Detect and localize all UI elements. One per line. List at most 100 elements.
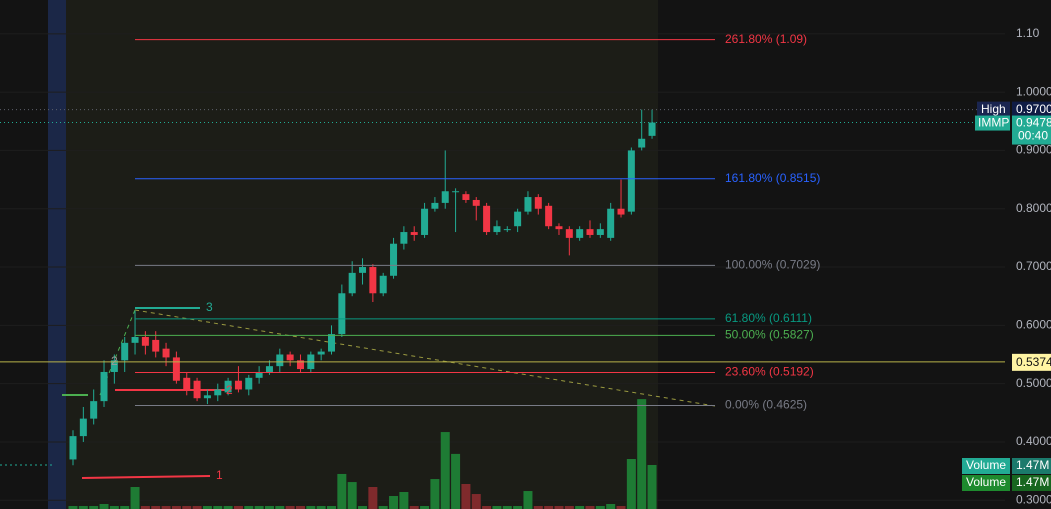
volume-bar (337, 473, 347, 509)
volume-tag-label: Volume (966, 458, 1006, 472)
volume-bar (213, 506, 223, 509)
drawing-label: 1 (216, 468, 223, 482)
y-tick-label: 0.9000 (1016, 143, 1051, 157)
fib-label: 0.00% (0.4625) (725, 398, 807, 412)
candle-body (79, 418, 87, 437)
candle-body (317, 351, 325, 355)
volume-bar (626, 458, 636, 509)
volume-bar (554, 506, 564, 509)
candle-body (431, 202, 439, 209)
fib-label: 61.80% (0.6111) (725, 311, 812, 325)
volume-bar (523, 491, 533, 509)
volume-bar (202, 506, 212, 509)
high-value-tag (1012, 101, 1051, 117)
volume-bar (409, 506, 419, 509)
candle-body (255, 371, 263, 378)
candle-body (421, 208, 429, 235)
volume-bar (120, 506, 130, 509)
level-tag (1012, 353, 1051, 371)
volume-bar (109, 506, 119, 509)
candle-body (265, 366, 273, 372)
volume-bar (482, 506, 492, 509)
candle-body (514, 211, 522, 227)
volume-value: 1.47M (1016, 475, 1049, 489)
volume-bar (389, 496, 399, 509)
volume-bar (430, 479, 440, 509)
high-tag-label: High (981, 102, 1006, 116)
candle-body (193, 380, 201, 399)
candle-body (100, 371, 108, 402)
candle-body (359, 267, 367, 273)
volume-tag (962, 458, 1010, 474)
y-tick-label: 1.0000 (1016, 84, 1051, 98)
volume-bar (451, 453, 461, 509)
volume-bar (244, 506, 254, 509)
candle-body (503, 229, 511, 231)
volume-bar (68, 506, 78, 509)
candle-body (131, 337, 139, 343)
volume-bar (533, 506, 543, 509)
candle-body (296, 360, 304, 370)
y-tick-label: 1.10 (1016, 26, 1040, 40)
volume-bar (192, 506, 202, 509)
candle-body (152, 339, 160, 352)
volume-tag-label: Volume (966, 475, 1006, 489)
candle-body (90, 401, 98, 419)
candle-body (203, 395, 211, 399)
volume-bar (254, 506, 264, 509)
candle-body (607, 208, 615, 238)
volume-value-tag (1012, 475, 1051, 491)
candle-body (648, 122, 656, 136)
price-value: 0.9478 (1016, 116, 1051, 130)
volume-bar (327, 506, 336, 509)
volume-bar (171, 506, 181, 509)
volume-bar (233, 506, 243, 509)
volume-value: 1.47M (1016, 458, 1049, 472)
volume-bar (471, 494, 481, 509)
candle-body (369, 267, 377, 294)
y-tick-label: 0.3000 (1016, 492, 1051, 506)
candle-body (565, 229, 573, 238)
candle-body (441, 191, 449, 203)
volume-bar (78, 506, 88, 509)
volume-bar (378, 506, 388, 509)
volume-bar (347, 482, 357, 509)
volume-bar (89, 506, 99, 509)
volume-bar (358, 506, 368, 509)
symbol-tag-label: IMMP (978, 116, 1009, 130)
candle-body (410, 232, 418, 235)
candle-body (69, 436, 77, 460)
candle-body (483, 205, 491, 233)
volume-bar (544, 506, 554, 509)
candle-body (627, 150, 635, 212)
volume-bar (513, 506, 523, 509)
trend-line (134, 309, 716, 407)
candle-body (276, 354, 284, 367)
drawings (0, 307, 716, 479)
y-tick-label: 0.4000 (1016, 434, 1051, 448)
drawing-label: 2 (111, 354, 118, 368)
y-tick-label: 0.6000 (1016, 318, 1051, 332)
countdown: 00:40 (1018, 129, 1048, 143)
volume-bar (585, 506, 595, 509)
candle-body (596, 229, 604, 235)
candle-body (234, 380, 242, 390)
candle-body (245, 377, 253, 390)
candle-body (617, 208, 625, 215)
candle-body (638, 138, 646, 148)
candle-body (379, 275, 387, 294)
candle-body (462, 194, 470, 200)
level-value: 0.5374 (1016, 355, 1051, 369)
grid: 1.10 1.0000 0.9000 0.8000 0.7000 0.6000 0.5000… (0, 26, 1051, 506)
candle-body (121, 342, 129, 361)
candle-body (524, 197, 532, 212)
candle-body (545, 205, 553, 227)
volume-bar (492, 506, 502, 509)
price-tag (1012, 115, 1051, 145)
candle-body (452, 191, 460, 193)
volume-bar (420, 506, 430, 509)
candle-body (214, 389, 222, 396)
candle-body (555, 226, 563, 230)
fib-label: 261.80% (1.09) (725, 32, 807, 46)
